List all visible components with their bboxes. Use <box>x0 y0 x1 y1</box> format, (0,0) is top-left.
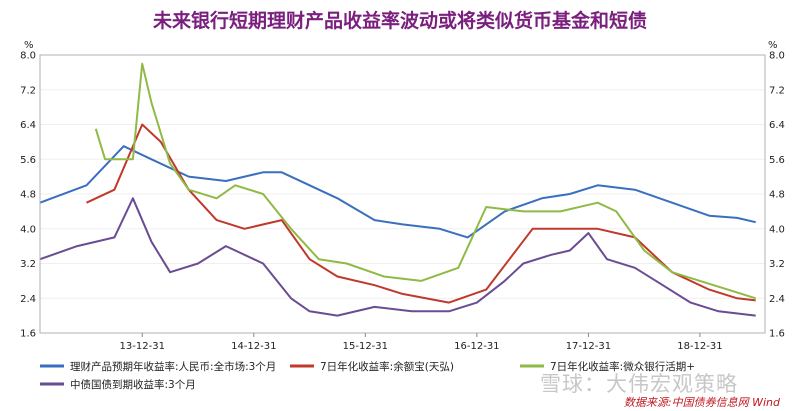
y-tick-left: 4.8 <box>20 190 36 201</box>
y-tick-left: 6.4 <box>20 120 36 131</box>
series-line-3 <box>39 197 756 317</box>
x-tick-label: 18-12-31 <box>677 341 722 352</box>
y-tick-left: 2.4 <box>20 294 36 305</box>
source-note: 数据来源:中国债券信息网 Wind <box>623 396 780 409</box>
y-tick-left: 5.6 <box>20 155 36 166</box>
y-tick-left: 7.2 <box>20 85 36 96</box>
y-tick-right: 2.4 <box>769 294 785 305</box>
y-tick-right: 6.4 <box>769 120 785 131</box>
y-tick-right: 5.6 <box>769 155 785 166</box>
y-tick-left: 1.6 <box>20 329 36 340</box>
legend-label: 中债国债到期收益率:3个月 <box>70 378 196 391</box>
y-tick-right: 8.0 <box>769 51 785 62</box>
series-line-1 <box>86 123 756 304</box>
legend-label: 理财产品预期年收益率:人民币:全市场:3个月 <box>70 360 276 373</box>
y-tick-right: 1.6 <box>769 329 785 340</box>
chart-title: 未来银行短期理财产品收益率波动或将类似货币基金和短债 <box>152 10 647 32</box>
x-tick-label: 14-12-31 <box>231 341 276 352</box>
y-tick-right: 4.0 <box>769 224 785 235</box>
y-tick-right: 7.2 <box>769 85 785 96</box>
unit-left-label: % <box>24 40 34 51</box>
x-tick-label: 17-12-31 <box>566 341 611 352</box>
x-tick-label: 15-12-31 <box>343 341 388 352</box>
watermark: 雪球：大伟宏观策略 <box>540 372 738 396</box>
y-tick-left: 8.0 <box>20 51 36 62</box>
legend-label: 7日年化收益率:微众银行活期+ <box>550 360 695 373</box>
legend-label: 7日年化收益率:余额宝(天弘) <box>320 360 454 373</box>
x-tick-label: 16-12-31 <box>454 341 499 352</box>
series-line-0 <box>39 145 756 239</box>
y-tick-right: 4.8 <box>769 190 785 201</box>
x-tick-label: 13-12-31 <box>120 341 165 352</box>
series-line-2 <box>94 62 756 300</box>
plot-frame <box>39 54 766 334</box>
unit-right-label: % <box>768 40 778 51</box>
y-tick-left: 3.2 <box>20 259 36 270</box>
y-tick-left: 4.0 <box>20 224 36 235</box>
y-tick-right: 3.2 <box>769 259 785 270</box>
